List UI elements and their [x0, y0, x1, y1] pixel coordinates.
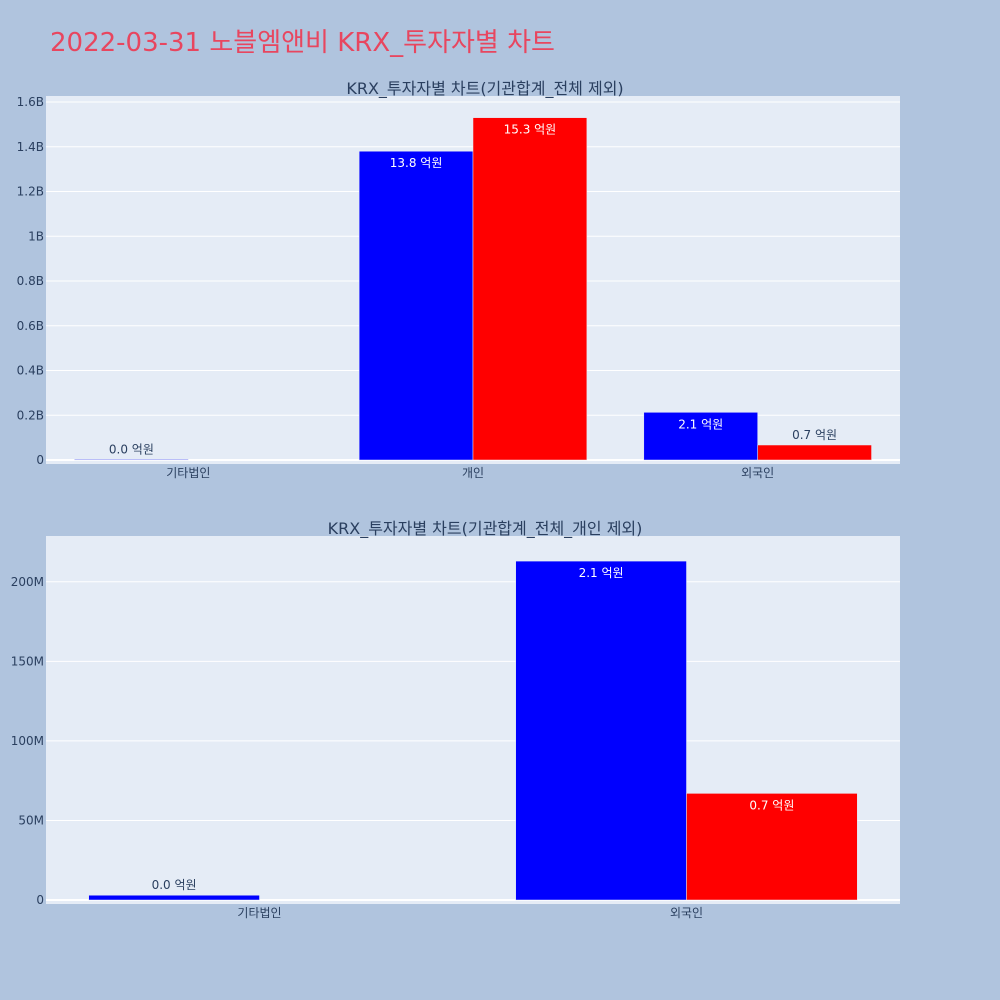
x-tick-label: 기타법인 [166, 466, 210, 480]
y-tick-label: 0.6B [17, 319, 44, 333]
bar-label: 2.1 억원 [678, 417, 723, 431]
bar [472, 117, 588, 461]
bar [686, 793, 858, 901]
y-tick-label: 100M [11, 734, 44, 748]
bar [643, 412, 758, 461]
chart-1: 0 0.2B 0.4B 0.6B 0.8B 1B 1.2B 1.4B 1.6B KRX_투자자별 … [17, 79, 900, 480]
y-tick-label: 0 [36, 893, 44, 907]
bar-label: 15.3 억원 [504, 123, 557, 137]
y-tick-label: 50M [18, 813, 44, 827]
y-tick-label: 0.8B [17, 274, 44, 288]
x-tick-label: 외국인 [741, 466, 774, 480]
x-tick-label: 개인 [462, 466, 484, 480]
y-tick-label: 1.4B [17, 140, 44, 154]
x-tick-label: 외국인 [670, 906, 703, 920]
chart-title: KRX_투자자별 차트(기관합계_전체 제외) [346, 79, 623, 99]
bar [74, 459, 189, 461]
bar-label: 13.8 억원 [390, 156, 443, 170]
y-tick-label: 1.2B [17, 185, 44, 199]
chart-2: 0 50M 100M 150M 200M KRX_투자자별 차트(기관합계_전체_개인 제… [11, 519, 900, 920]
bar-label: 0.0 억원 [109, 442, 154, 456]
bar-label: 0.7 억원 [749, 798, 794, 812]
bar [757, 444, 872, 461]
y-tick-label: 0.2B [17, 408, 44, 422]
y-tick-label: 0 [36, 453, 44, 467]
bar-label: 2.1 억원 [579, 566, 624, 580]
bar-label: 0.7 억원 [792, 428, 837, 442]
y-tick-label: 150M [11, 654, 44, 668]
y-tick-label: 1B [28, 229, 44, 243]
bar-label: 0.0 억원 [152, 878, 197, 892]
y-tick-label: 0.4B [17, 364, 44, 378]
chart-title: KRX_투자자별 차트(기관합계_전체_개인 제외) [328, 519, 643, 539]
y-tick-label: 1.6B [17, 95, 44, 109]
bar [358, 150, 474, 461]
bar [515, 560, 687, 901]
page-title: 2022-03-31 노블엠앤비 KRX_투자자별 차트 [50, 28, 555, 58]
bar [88, 894, 260, 901]
y-tick-label: 200M [11, 575, 44, 589]
x-tick-label: 기타법인 [237, 906, 281, 920]
